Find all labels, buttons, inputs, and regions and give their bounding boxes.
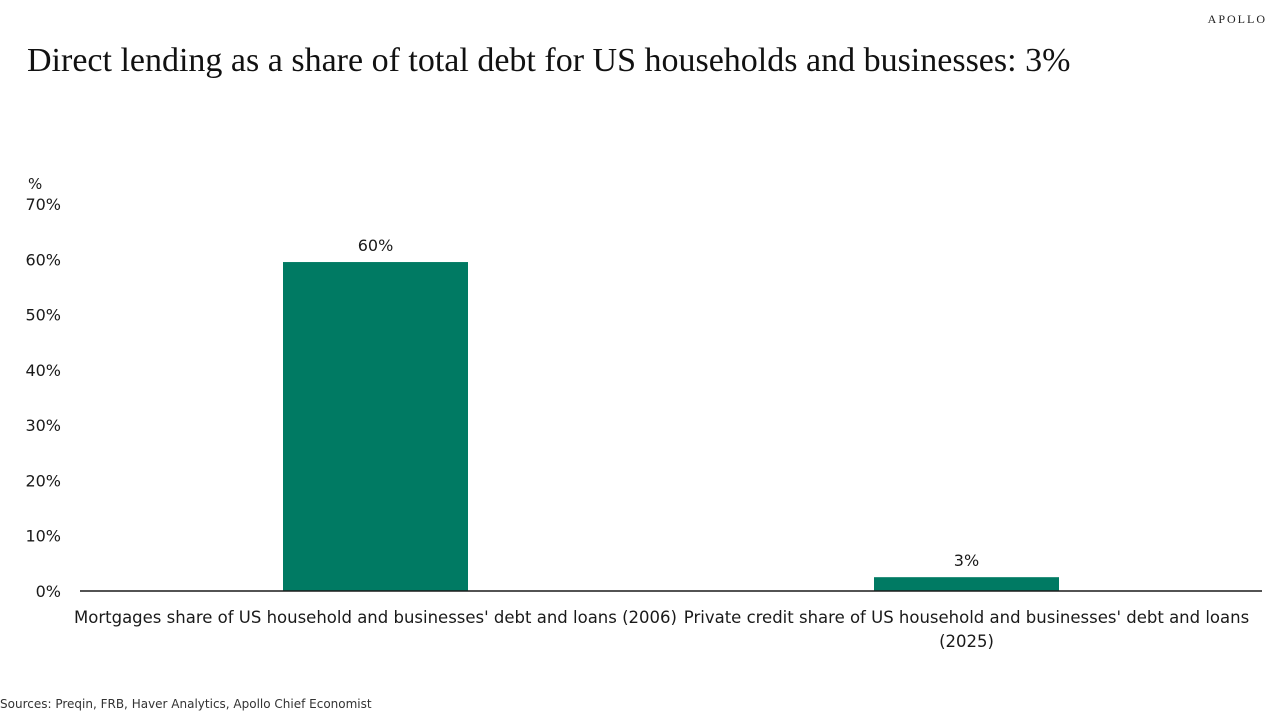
x-tick-label: Mortgages share of US household and busi…: [74, 608, 677, 627]
y-tick-label: 70%: [25, 195, 61, 214]
chart-title: Direct lending as a share of total debt …: [27, 42, 1071, 79]
bar: [283, 262, 468, 591]
data-label: 60%: [358, 236, 394, 255]
data-label: 3%: [954, 551, 979, 570]
y-axis-ticks: 0% 10% 20% 30% 40% 50% 60% 70%: [25, 195, 61, 601]
bars: [283, 262, 1059, 591]
x-axis-labels: Mortgages share of US household and busi…: [74, 608, 1249, 651]
y-tick-label: 10%: [25, 527, 61, 546]
x-tick-label: Private credit share of US household and…: [684, 608, 1249, 627]
y-tick-label: 0%: [36, 582, 61, 601]
brand-logo: APOLLO: [1207, 12, 1267, 26]
source-note: Sources: Preqin, FRB, Haver Analytics, A…: [0, 697, 372, 711]
data-labels: 60% 3%: [358, 236, 979, 570]
y-tick-label: 60%: [25, 250, 61, 269]
y-tick-label: 30%: [25, 416, 61, 435]
y-axis-label: %: [28, 175, 42, 193]
y-tick-label: 50%: [25, 306, 61, 325]
bar-chart: % 0% 10% 20% 30% 40% 50% 60% 70% 60% 3% Mortgage…: [25, 175, 1262, 651]
x-tick-label: (2025): [939, 632, 994, 651]
y-tick-label: 40%: [25, 361, 61, 380]
y-tick-label: 20%: [25, 471, 61, 490]
bar: [874, 577, 1059, 591]
